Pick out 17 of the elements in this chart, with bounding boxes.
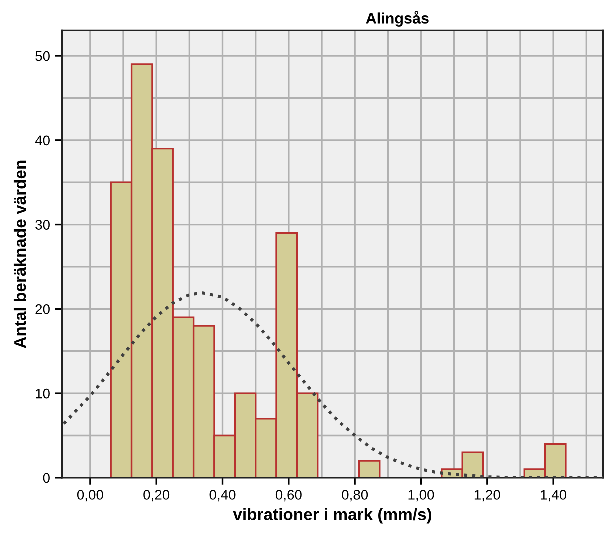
y-tick-label: 20	[36, 304, 50, 314]
y-tick-label: 40	[35, 136, 50, 146]
chart-title: Alingsås	[366, 11, 429, 27]
y-axis-title: Antal beräknade värden	[14, 160, 26, 348]
y-tick-label: 10	[36, 388, 50, 399]
y-tick-label: 50	[36, 51, 50, 62]
x-tick-label: 1,20	[474, 490, 500, 502]
x-tick-label: 0,20	[144, 490, 170, 502]
x-tick-label: 0,00	[77, 490, 104, 502]
x-tick-label: 0,60	[276, 490, 302, 502]
y-tick-label: 0	[43, 473, 50, 484]
x-tick-label: 1,40	[541, 490, 567, 502]
x-axis-title: vibrationer i mark (mm/s)	[233, 508, 432, 524]
y-tick-label: 30	[36, 220, 50, 230]
x-tick-label: 0,40	[210, 490, 236, 502]
x-tick-label: 1,00	[408, 490, 434, 502]
x-tick-label: 0,80	[342, 490, 368, 502]
